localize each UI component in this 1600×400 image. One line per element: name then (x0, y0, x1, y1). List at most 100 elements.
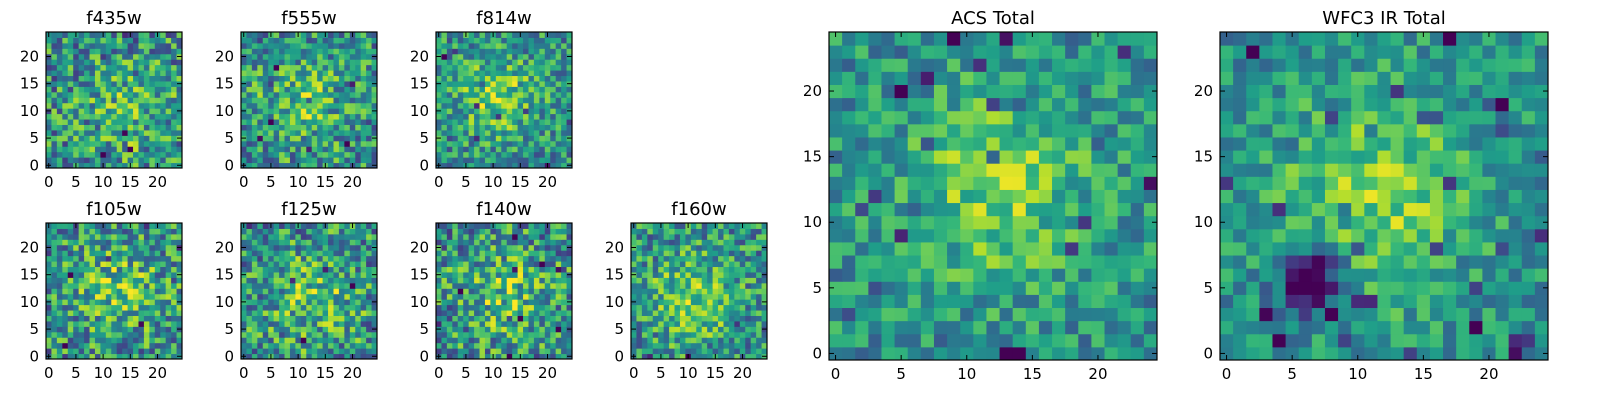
heatmap-cell (446, 239, 453, 246)
heatmap-cell (257, 223, 264, 229)
heatmap-cell (1038, 346, 1053, 361)
heatmap-cell (523, 97, 529, 104)
heatmap-cell (295, 70, 302, 77)
heatmap-cell (56, 244, 63, 251)
heatmap-cell (663, 282, 670, 289)
heatmap-cell (636, 244, 643, 251)
heatmap-cell (894, 294, 909, 309)
heatmap-cell (544, 97, 551, 104)
heatmap-cell (636, 228, 643, 235)
heatmap-cell (474, 32, 481, 38)
heatmap-cell (338, 271, 345, 278)
heatmap-cell (690, 277, 697, 284)
heatmap-cell (344, 113, 351, 120)
heatmap-cell (344, 32, 351, 38)
heatmap-cell (484, 124, 491, 131)
heatmap-cell (501, 310, 508, 316)
heatmap-cell (138, 261, 145, 268)
heatmap-cell (750, 271, 757, 278)
heatmap-cell (539, 70, 546, 77)
heatmap-cell (561, 124, 568, 131)
heatmap-cell (279, 75, 286, 82)
heatmap-cell (723, 288, 730, 295)
heatmap-cell (479, 315, 486, 322)
heatmap-cell (338, 250, 345, 257)
y-tick-label: 15 (20, 75, 39, 93)
heatmap-cell (165, 282, 172, 289)
heatmap-cell (94, 146, 101, 153)
heatmap-cell (317, 320, 324, 327)
heatmap-cell (160, 348, 167, 355)
heatmap-cell (122, 277, 129, 284)
heatmap-cell (56, 293, 63, 300)
heatmap-cell (279, 80, 286, 87)
heatmap-cell (842, 150, 856, 164)
heatmap-cell (56, 162, 63, 169)
heatmap-cell (566, 124, 573, 131)
heatmap-cell (436, 261, 442, 268)
heatmap-cell (338, 157, 345, 164)
heatmap-cell (328, 91, 334, 98)
heatmap-cell (501, 108, 508, 115)
heatmap-cell (300, 331, 307, 338)
heatmap-cell (149, 146, 156, 153)
heatmap-cell (685, 288, 692, 295)
heatmap-cell (246, 48, 253, 55)
heatmap-cell (495, 250, 502, 257)
heatmap-cell (62, 146, 69, 153)
heatmap-cell (328, 277, 334, 284)
heatmap-cell (73, 337, 80, 344)
heatmap-cell (999, 346, 1014, 361)
heatmap-cell (122, 282, 129, 289)
heatmap-cell (344, 48, 351, 55)
heatmap-cell (84, 299, 91, 306)
heatmap-cell (679, 228, 686, 235)
heatmap-cell (490, 80, 497, 87)
heatmap-cell (436, 48, 442, 55)
heatmap-cell (160, 53, 167, 60)
heatmap-cell (154, 113, 161, 120)
heatmap-cell (160, 140, 167, 147)
heatmap-cell (457, 266, 464, 273)
heatmap-cell (322, 304, 329, 311)
heatmap-cell (322, 261, 329, 268)
heatmap-cell (94, 48, 101, 55)
heatmap-cell (84, 288, 91, 295)
heatmap-cell (523, 53, 529, 60)
heatmap-cell (273, 299, 280, 306)
heatmap-cell (355, 342, 362, 349)
heatmap-cell (360, 233, 367, 240)
heatmap-cell (246, 97, 253, 104)
heatmap-cell (62, 277, 69, 284)
heatmap-cell (311, 113, 318, 120)
heatmap-cell (647, 223, 654, 229)
heatmap-cell (311, 135, 318, 142)
heatmap-cell (160, 266, 167, 273)
heatmap-cell (100, 70, 107, 77)
heatmap-cell (718, 342, 724, 349)
heatmap-cell (457, 108, 464, 115)
heatmap-cell (495, 75, 502, 82)
heatmap-cell (669, 353, 676, 360)
heatmap-cell (986, 163, 1001, 177)
heatmap-cell (484, 299, 491, 306)
heatmap-cell (690, 331, 697, 338)
heatmap-cell (94, 32, 101, 38)
heatmap-cell (739, 310, 746, 316)
heatmap-cell (474, 80, 481, 87)
heatmap-cell (479, 124, 486, 131)
heatmap-cell (723, 342, 730, 349)
heatmap-cell (360, 80, 367, 87)
heatmap-cell (371, 129, 378, 136)
heatmap-cell (328, 233, 334, 240)
heatmap-cell (484, 223, 491, 229)
heatmap-cell (441, 233, 448, 240)
heatmap-cell (739, 293, 746, 300)
heatmap-cell (100, 288, 107, 295)
heatmap-cell (436, 337, 442, 344)
heatmap-cell (56, 108, 63, 115)
heatmap-cell (1143, 215, 1158, 230)
heatmap-cell (517, 342, 524, 349)
heatmap-cell (523, 86, 529, 93)
heatmap-cell (495, 151, 502, 158)
